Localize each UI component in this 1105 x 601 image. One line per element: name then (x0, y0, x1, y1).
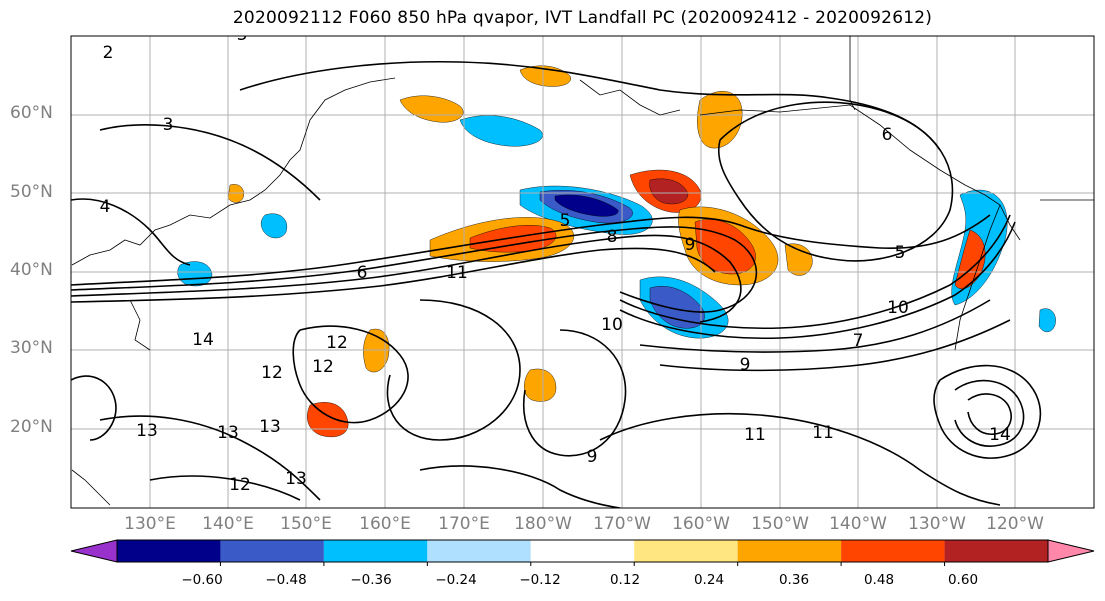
colorbar-bin (323, 540, 428, 562)
anomaly-region (177, 261, 213, 287)
contour-label: 11 (446, 263, 468, 283)
colorbar-bin (427, 540, 531, 562)
lon-label-130e: 130°E (124, 514, 176, 534)
contour-label: 9 (740, 355, 751, 375)
contour-label: 11 (744, 425, 766, 445)
lon-label-120w: 120°W (986, 514, 1044, 534)
colorbar-tick: 0.48 (863, 572, 895, 588)
lon-label-170e: 170°E (438, 514, 490, 534)
colorbar-bin (737, 540, 842, 562)
lon-label-160w: 160°W (672, 514, 730, 534)
contour-label: 3 (237, 25, 248, 45)
colorbar-bin (117, 540, 221, 562)
colorbar (70, 539, 1095, 566)
colorbar-tick: 0.36 (778, 572, 810, 588)
colorbar-tick: −0.48 (265, 572, 307, 588)
anomaly-region (260, 213, 288, 239)
colorbar-tick: −0.60 (181, 572, 223, 588)
contour-label: 7 (853, 331, 864, 351)
colorbar-tick: −0.12 (519, 572, 561, 588)
lon-label-140e: 140°E (202, 514, 254, 534)
lon-label-170w: 170°W (593, 514, 651, 534)
contour-label: 10 (887, 298, 909, 318)
contour-label: 12 (229, 475, 251, 495)
contour-label: 13 (136, 421, 158, 441)
lat-label-60n: 60°N (10, 103, 53, 123)
colorbar-bin (220, 540, 324, 562)
contour-label: 9 (685, 235, 696, 255)
contour-label: 5 (560, 211, 571, 231)
colorbar-extend-low (70, 539, 118, 563)
contour-label: 3 (163, 115, 174, 135)
anomaly-region (524, 368, 557, 402)
anomaly-region (1038, 308, 1056, 333)
contour-label: 12 (261, 363, 283, 383)
contour-label: 14 (989, 425, 1011, 445)
colorbar-outline (116, 539, 1049, 563)
lat-label-20n: 20°N (10, 417, 53, 437)
contour-label: 2 (103, 43, 114, 63)
coastlines (71, 36, 1094, 506)
lon-label-140w: 140°W (829, 514, 887, 534)
colorbar-tick: −0.24 (435, 572, 477, 588)
lon-label-160e: 160°E (359, 514, 411, 534)
contour-label: 14 (192, 330, 214, 350)
ivt-contours (71, 60, 1042, 508)
contour-label: 8 (607, 227, 618, 247)
colorbar-bin (944, 540, 1048, 562)
contour-label: 13 (259, 417, 281, 437)
contour-label: 12 (312, 357, 334, 377)
colorbar-tick: 0.12 (609, 572, 641, 588)
colorbar-bin (634, 540, 738, 562)
map-title: 2020092112 F060 850 hPa qvapor, IVT Land… (232, 8, 933, 28)
lat-label-30n: 30°N (10, 338, 53, 358)
anomaly-region (469, 225, 557, 253)
contour-label: 6 (882, 125, 893, 145)
contour-label: 9 (587, 447, 598, 467)
anomaly-region (307, 402, 349, 438)
anomaly-region (554, 194, 619, 217)
lon-label-180w: 180°W (514, 514, 572, 534)
colorbar-tick: 0.24 (693, 572, 725, 588)
colorbar-extend-high (1047, 539, 1095, 563)
anomaly-region (459, 115, 543, 147)
lat-label-40n: 40°N (10, 260, 53, 280)
contour-label: 13 (285, 469, 307, 489)
contour-label: 6 (357, 263, 368, 283)
contour-labels: 2 3 3 4 5 5 6 6 7 8 9 9 9 10 10 11 11 11 12 12 12 12 13 13 13 13 1… (100, 25, 1011, 495)
contour-label: 12 (326, 333, 348, 353)
contour-label: 10 (601, 315, 623, 335)
anomaly-region (649, 178, 689, 205)
contour-label: 5 (895, 243, 906, 263)
colorbar-bin (530, 540, 635, 562)
lat-label-50n: 50°N (10, 182, 53, 202)
lon-label-150e: 150°E (280, 514, 332, 534)
anomaly-region (697, 91, 743, 149)
contour-label: 11 (812, 423, 834, 443)
lon-label-130w: 130°W (908, 514, 966, 534)
colorbar-tick: 0.60 (947, 572, 979, 588)
contour-label: 13 (217, 423, 239, 443)
gridlines (71, 36, 1094, 508)
colorbar-tick: −0.36 (350, 572, 392, 588)
lon-label-150w: 150°W (751, 514, 809, 534)
contour-label: 4 (100, 197, 111, 217)
colorbar-bin (841, 540, 945, 562)
